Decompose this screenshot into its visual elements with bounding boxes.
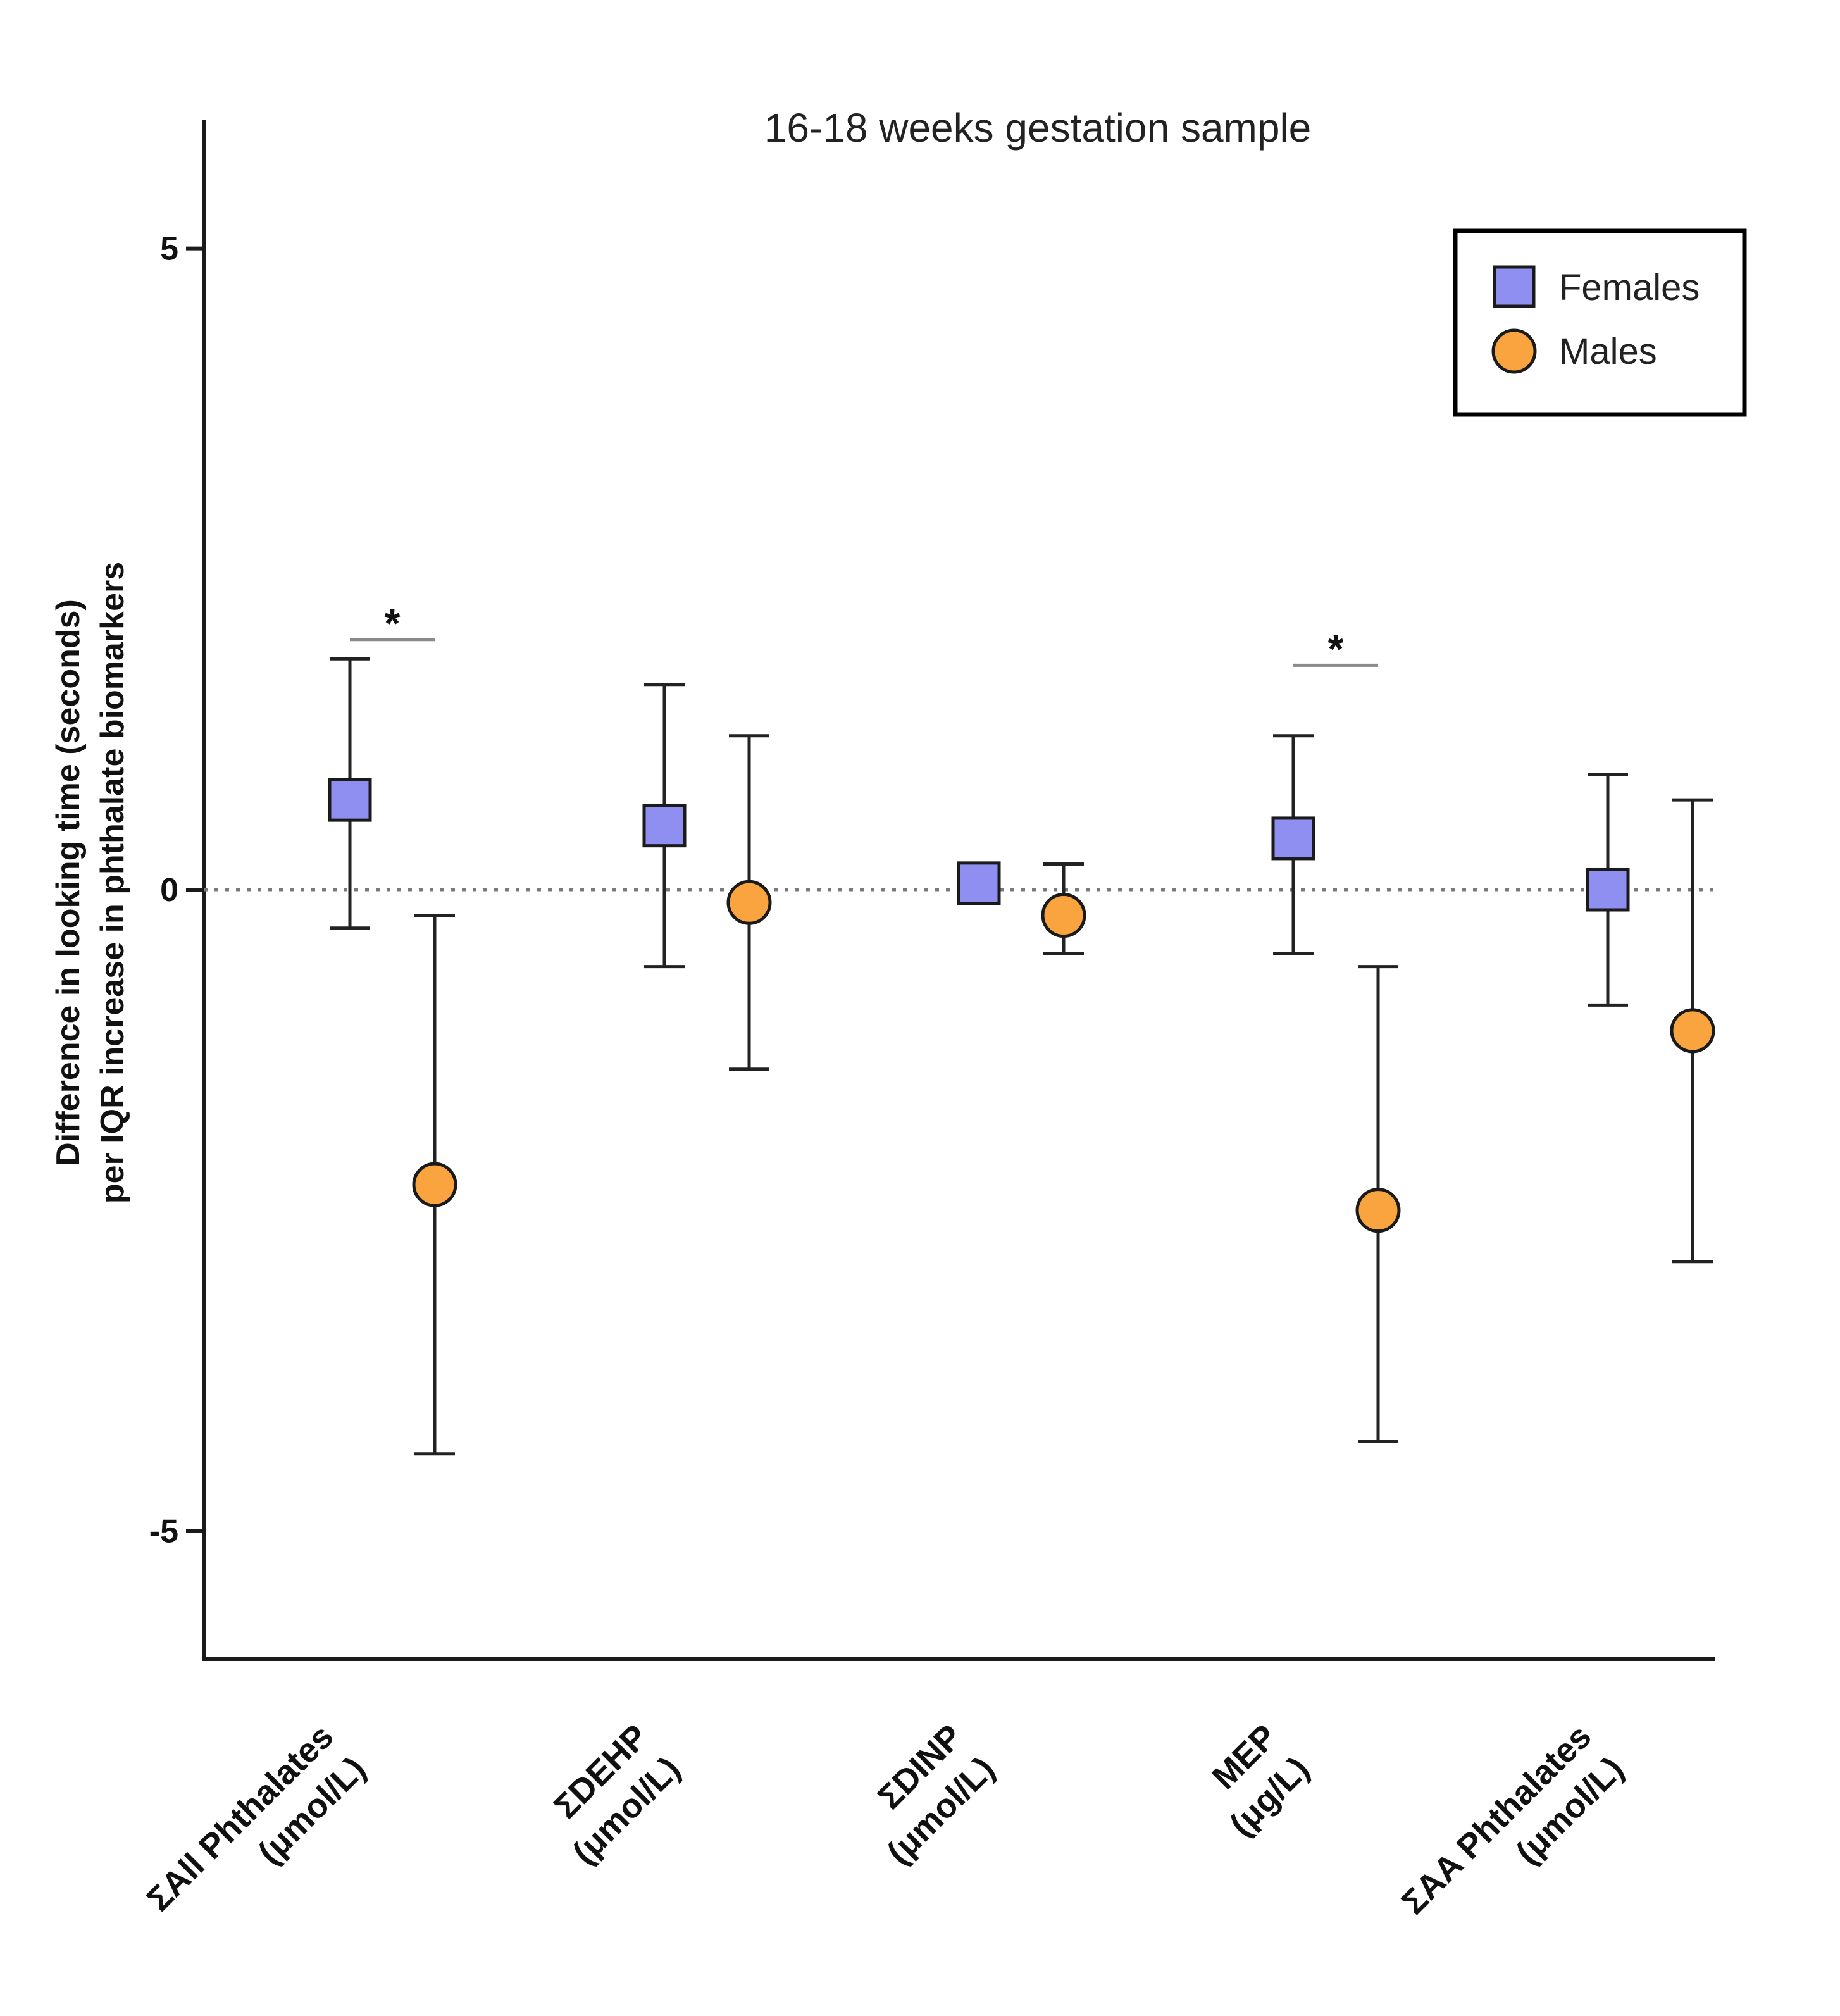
significance-marker: * [1328,626,1344,671]
data-point-male [726,880,772,925]
series-males [412,734,1715,1456]
data-point-female [1586,868,1630,912]
data-point-female [642,804,687,848]
y-ticks: 5 0 -5 [149,231,204,1550]
legend-females-label: Females [1559,267,1700,308]
significance-layer: ** [350,600,1378,671]
chart-title: 16-18 weeks gestation sample [764,105,1312,151]
series-layer [328,657,1715,1456]
data-point-male [412,1162,457,1207]
y-axis-label: Difference in looking time (seconds) per… [50,562,131,1204]
legend-males-label: Males [1559,331,1657,372]
data-point-female [957,861,1001,905]
data-point-male [1041,893,1086,938]
data-point-female [328,778,372,822]
y-tick-label: -5 [149,1513,178,1550]
x-tick-label-1: ΣAll Phthalates(μmol/L) [140,1717,373,1919]
x-tick-labels: ΣAll Phthalates(μmol/L) ΣDEHP(μmol/L) ΣDIN… [140,1717,1631,1922]
data-point-female [1271,816,1315,861]
legend-box [1453,228,1747,417]
x-tick-label-2: ΣDEHP(μmol/L) [547,1717,687,1872]
legend-males-marker [1491,328,1537,374]
legend: Females Males [1453,228,1747,417]
series-females [328,657,1630,1007]
y-axis-label-line-2: per IQR increase in phthalate biomarkers [94,562,131,1204]
x-tick-label-4: MEP(μg/L) [1205,1717,1316,1843]
significance-marker: * [385,600,401,646]
legend-females-marker [1493,265,1536,308]
x-tick-label-5: ΣAA Phthalates(μmol/L) [1395,1717,1631,1922]
data-point-male [1355,1188,1401,1233]
y-tick-label: 0 [160,872,178,909]
data-point-male [1670,1008,1715,1054]
y-tick-label: 5 [160,231,178,268]
x-tick-label-3: ΣDINP(μmol/L) [871,1717,1002,1872]
y-axis-label-line-1: Difference in looking time (seconds) [50,599,87,1166]
